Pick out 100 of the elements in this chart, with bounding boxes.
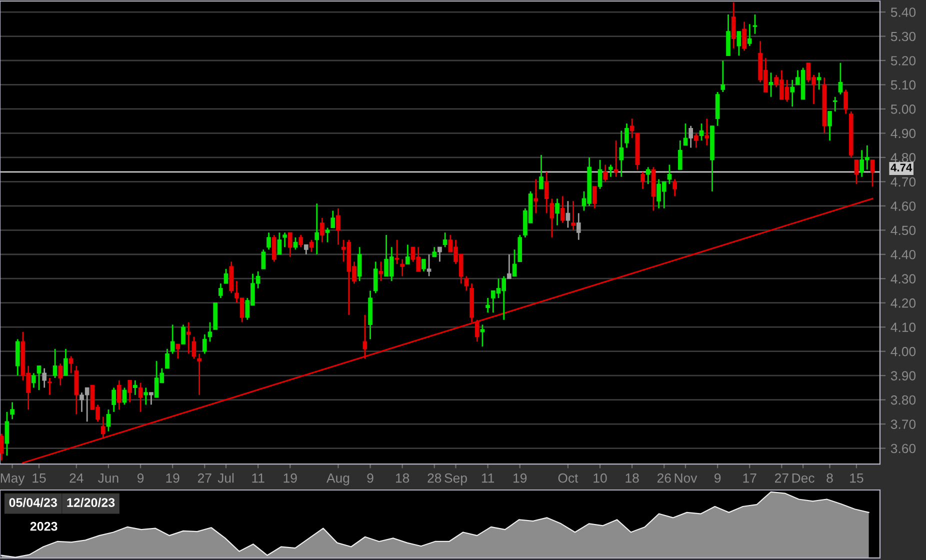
candlestick	[288, 232, 292, 258]
candlestick	[816, 72, 822, 90]
candlestick	[422, 258, 426, 272]
y-tick-label: 4.50	[890, 226, 916, 236]
x-tick-label: 19	[166, 473, 180, 483]
candlestick	[314, 202, 319, 256]
candlestick	[224, 268, 228, 284]
candlestick	[298, 234, 303, 248]
x-tick-label: Jul	[218, 473, 234, 483]
candlestick	[133, 380, 138, 396]
candlestick	[218, 282, 223, 299]
y-tick-label: 5.00	[890, 104, 916, 114]
x-tick-label: 11	[482, 474, 494, 483]
x-tick-label: 9	[714, 473, 721, 483]
x-tick-label: Dec	[792, 474, 814, 483]
candlestick	[36, 365, 42, 391]
candlestick	[4, 411, 10, 456]
y-tick-label: 5.40	[890, 8, 916, 17]
candlestick	[309, 239, 314, 253]
x-tick-label: 9	[367, 473, 374, 483]
candlestick	[731, 2, 736, 50]
candlestick	[320, 217, 324, 243]
candlestick	[197, 353, 202, 396]
x-tick-label: 9	[137, 473, 144, 483]
candlestick	[838, 62, 843, 96]
x-tick-label: 15	[850, 474, 864, 483]
candlestick	[768, 72, 774, 98]
candlestick	[149, 392, 154, 406]
annotation: 12/20/23	[67, 498, 115, 508]
candlestick	[640, 171, 645, 190]
candlestick	[10, 402, 14, 420]
candlestick	[560, 196, 565, 224]
x-tick-label: 28	[428, 473, 442, 483]
candlestick	[474, 319, 480, 342]
candlestick	[426, 254, 432, 277]
x-tick-label: 15	[32, 474, 46, 483]
x-tick-label: Oct	[558, 473, 578, 483]
candlestick	[704, 118, 710, 146]
candlestick	[790, 79, 795, 108]
y-tick-label: 4.30	[890, 274, 916, 284]
candlestick	[406, 244, 410, 265]
candlestick	[512, 248, 517, 277]
candlestick	[619, 130, 624, 178]
ref-line-label: 4.74	[890, 164, 912, 172]
candlestick	[544, 171, 549, 214]
annotation: 05/04/23	[9, 498, 58, 508]
candlestick	[31, 372, 36, 388]
candlestick	[336, 208, 340, 246]
candlestick	[48, 377, 52, 396]
candlestick	[699, 122, 704, 142]
candlestick	[144, 386, 148, 406]
candlestick	[128, 380, 132, 403]
candlestick	[400, 258, 404, 277]
x-tick-label: 18	[396, 473, 410, 483]
candlestick	[646, 166, 650, 185]
candlestick	[176, 343, 180, 360]
y-tick-label: 5.30	[890, 32, 916, 42]
x-tick-label: May	[0, 474, 25, 486]
y-tick-label: 4.20	[890, 298, 916, 308]
candlestick	[683, 122, 688, 146]
y-tick-label: 3.90	[890, 371, 916, 380]
candlestick	[694, 132, 698, 148]
candlestick	[293, 236, 298, 250]
candlestick	[747, 23, 752, 47]
candlestick	[165, 348, 170, 369]
candlestick	[181, 324, 186, 345]
candlestick	[736, 30, 742, 56]
candlestick	[58, 362, 63, 386]
candlestick	[571, 200, 576, 231]
candlestick	[282, 232, 287, 248]
x-tick-label: Sep	[444, 473, 467, 486]
x-tick-label: 27	[774, 473, 788, 483]
candlestick	[630, 118, 634, 139]
candlestick	[844, 88, 848, 115]
candlestick	[667, 164, 672, 185]
y-tick-label: 4.90	[890, 128, 916, 138]
candlestick	[106, 408, 111, 432]
candlestick	[186, 322, 191, 354]
y-tick-label: 3.70	[890, 420, 916, 429]
candlestick	[378, 260, 384, 282]
candlestick	[330, 210, 336, 228]
y-tick-label: 5.20	[890, 56, 916, 66]
candlestick	[438, 246, 442, 262]
candlestick	[566, 200, 570, 228]
candlestick	[357, 246, 362, 282]
x-tick-label: 27	[198, 473, 212, 483]
candlestick	[208, 322, 212, 342]
candlestick	[170, 324, 175, 354]
candlestick	[576, 212, 581, 241]
candlestick	[112, 386, 116, 413]
candlestick	[742, 21, 746, 52]
candlestick	[832, 96, 838, 112]
candlestick	[116, 380, 122, 410]
candlestick	[598, 159, 602, 190]
y-tick-label: 3.60	[890, 444, 916, 454]
candlestick	[272, 234, 276, 262]
candlestick	[0, 433, 4, 462]
candlestick	[261, 248, 266, 270]
candlestick	[52, 348, 58, 379]
candlestick	[720, 60, 726, 93]
